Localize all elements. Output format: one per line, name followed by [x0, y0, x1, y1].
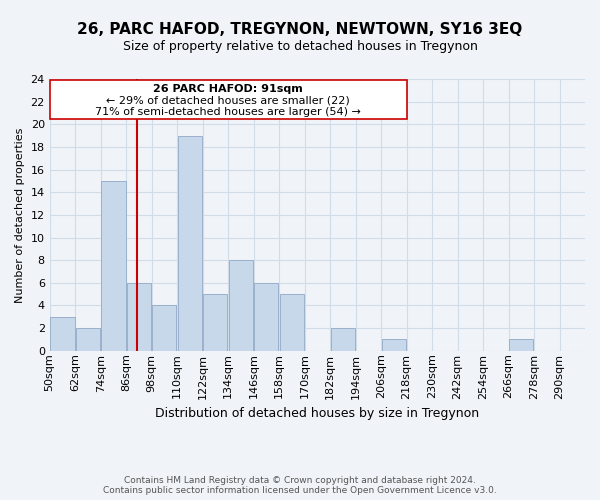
- Bar: [331, 328, 355, 351]
- Text: 26 PARC HAFOD: 91sqm: 26 PARC HAFOD: 91sqm: [153, 84, 303, 94]
- Bar: [127, 283, 151, 351]
- Bar: [254, 283, 278, 351]
- Bar: [280, 294, 304, 351]
- Bar: [229, 260, 253, 351]
- Text: Contains public sector information licensed under the Open Government Licence v3: Contains public sector information licen…: [103, 486, 497, 495]
- Bar: [382, 340, 406, 351]
- Bar: [178, 136, 202, 351]
- Bar: [509, 340, 533, 351]
- Text: Size of property relative to detached houses in Tregynon: Size of property relative to detached ho…: [122, 40, 478, 53]
- Bar: [152, 306, 176, 351]
- Bar: [203, 294, 227, 351]
- Text: ← 29% of detached houses are smaller (22): ← 29% of detached houses are smaller (22…: [106, 96, 350, 106]
- Text: 26, PARC HAFOD, TREGYNON, NEWTOWN, SY16 3EQ: 26, PARC HAFOD, TREGYNON, NEWTOWN, SY16 …: [77, 22, 523, 38]
- FancyBboxPatch shape: [50, 80, 407, 118]
- Bar: [76, 328, 100, 351]
- Text: 71% of semi-detached houses are larger (54) →: 71% of semi-detached houses are larger (…: [95, 108, 361, 118]
- Bar: [101, 181, 125, 351]
- Y-axis label: Number of detached properties: Number of detached properties: [15, 127, 25, 302]
- Text: Contains HM Land Registry data © Crown copyright and database right 2024.: Contains HM Land Registry data © Crown c…: [124, 476, 476, 485]
- Bar: [50, 317, 74, 351]
- X-axis label: Distribution of detached houses by size in Tregynon: Distribution of detached houses by size …: [155, 407, 479, 420]
